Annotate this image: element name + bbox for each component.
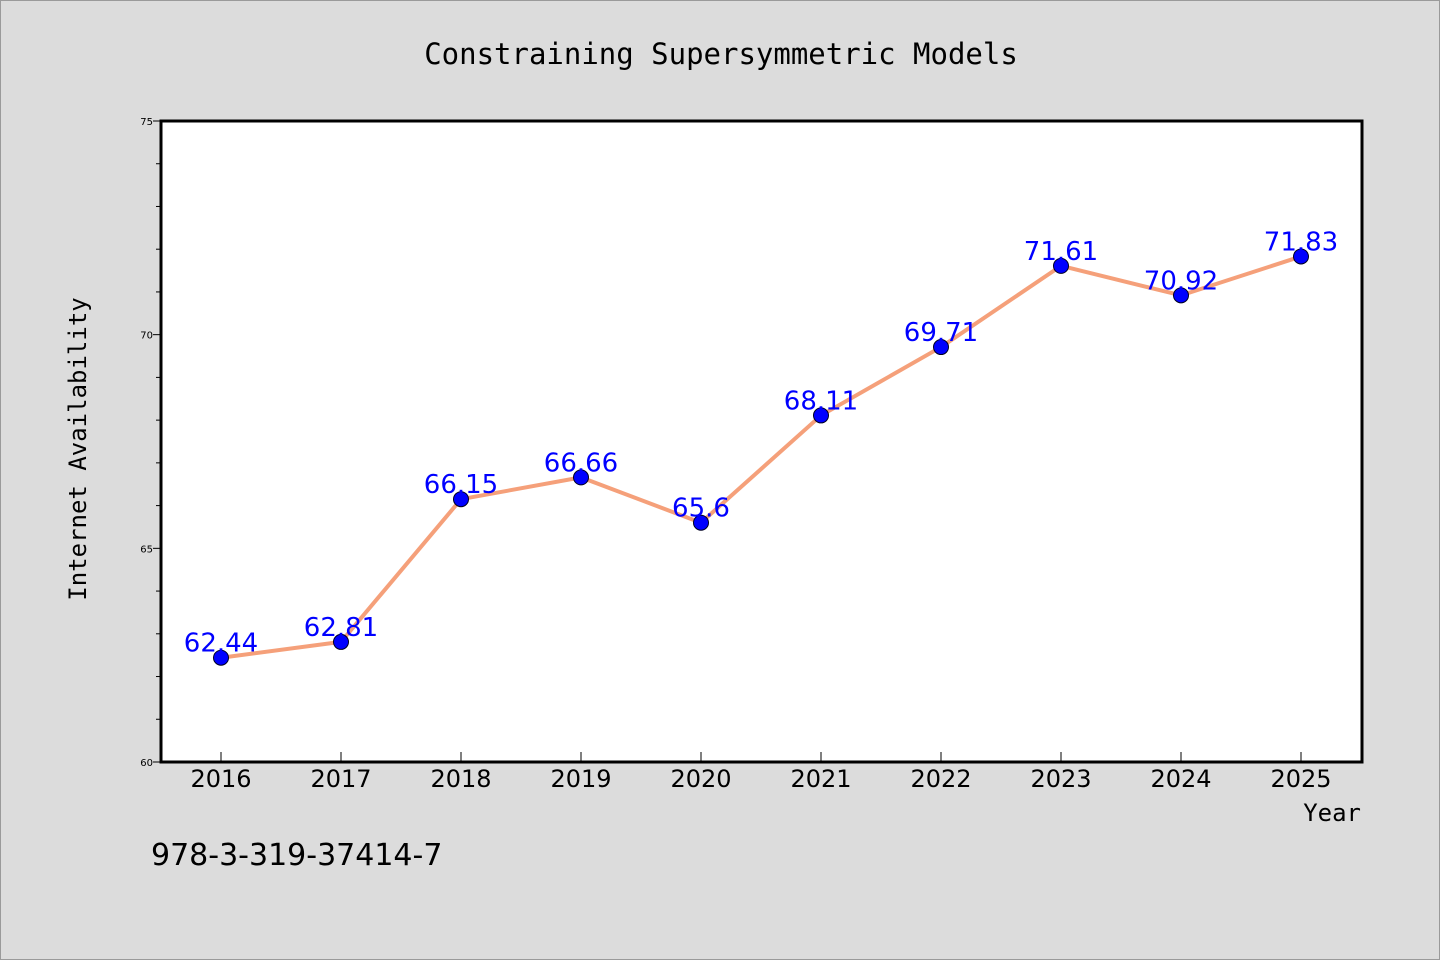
y-tick-label: 60 bbox=[140, 758, 153, 769]
data-point-marker bbox=[573, 469, 589, 486]
data-label: 65.6 bbox=[672, 494, 730, 524]
data-label: 71.61 bbox=[1024, 237, 1098, 267]
series-line-group bbox=[219, 254, 1303, 660]
data-label: 68.11 bbox=[784, 386, 858, 416]
x-tick-label: 2022 bbox=[910, 765, 971, 793]
y-tick-label: 75 bbox=[140, 117, 153, 128]
plot-area bbox=[159, 119, 1364, 764]
data-point-marker bbox=[333, 633, 349, 650]
x-axis: 2016 2017 2018 2019 2020 2021 2022 2023 2024 2025 bbox=[190, 752, 1332, 793]
x-tick-label: 2024 bbox=[1150, 765, 1211, 793]
y-axis: 60 65 70 75 bbox=[140, 117, 161, 769]
data-point-marker bbox=[693, 514, 709, 531]
data-label: 69.71 bbox=[904, 318, 978, 348]
data-label: 66.66 bbox=[544, 448, 618, 478]
data-point-marker bbox=[1293, 248, 1309, 265]
footer-isbn: 978-3-319-37414-7 bbox=[151, 838, 442, 873]
x-tick-label: 2019 bbox=[550, 765, 611, 793]
data-label: 62.44 bbox=[184, 629, 258, 659]
data-point-marker bbox=[453, 491, 469, 508]
x-tick-label: 2018 bbox=[430, 765, 491, 793]
y-tick-label: 65 bbox=[140, 544, 153, 555]
data-point-marker bbox=[813, 407, 829, 424]
marker-group bbox=[213, 248, 1309, 666]
x-axis-label: Year bbox=[1303, 799, 1361, 827]
data-label: 71.83 bbox=[1264, 227, 1338, 257]
series-line bbox=[219, 254, 1303, 660]
data-label: 62.81 bbox=[304, 613, 378, 643]
x-tick-label: 2025 bbox=[1270, 765, 1331, 793]
data-label: 70.92 bbox=[1144, 266, 1218, 296]
x-tick-label: 2023 bbox=[1030, 765, 1091, 793]
data-point-marker bbox=[1173, 287, 1189, 304]
data-point-marker bbox=[213, 649, 229, 666]
x-tick-label: 2017 bbox=[310, 765, 371, 793]
data-label: 66.15 bbox=[424, 470, 498, 500]
x-tick-label: 2020 bbox=[670, 765, 731, 793]
data-label-group: 62.44 62.81 66.15 66.66 65.6 68.11 69.71 71.61 7… bbox=[184, 227, 1338, 658]
data-point-marker bbox=[1053, 257, 1069, 274]
chart-title: Constraining Supersymmetric Models bbox=[424, 37, 1018, 71]
y-tick-label: 70 bbox=[140, 331, 153, 342]
x-tick-label: 2016 bbox=[190, 765, 251, 793]
y-axis-label: Internet Availability bbox=[64, 297, 92, 600]
data-point-marker bbox=[933, 339, 949, 356]
x-tick-label: 2021 bbox=[790, 765, 851, 793]
